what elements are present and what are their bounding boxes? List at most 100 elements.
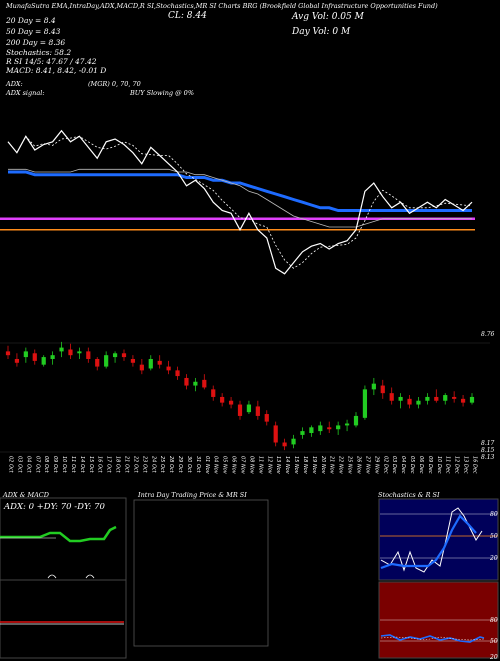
macd-panel xyxy=(0,579,127,659)
candle-up xyxy=(291,438,296,445)
candle-down xyxy=(130,358,136,363)
stochastics-rsi-title: Stochastics & R SI xyxy=(378,491,440,499)
mrsi-line xyxy=(380,636,485,641)
date-tick-label: 08 Oct xyxy=(43,456,49,474)
date-tick-label: 02 Dec xyxy=(382,456,388,474)
candle-down xyxy=(380,385,385,394)
candle-up xyxy=(336,425,341,430)
candle-up xyxy=(59,347,64,352)
date-tick-label: 11 Oct xyxy=(70,456,76,474)
adx-macd-title: ADX & MACD xyxy=(3,491,49,499)
ema-chart xyxy=(0,129,475,275)
date-tick-label: 06 Dec xyxy=(418,456,424,474)
candle-up xyxy=(443,395,448,401)
date-tick-label: 31 Oct xyxy=(195,456,201,474)
candle-up xyxy=(318,425,323,432)
candlestick-chart: 02 Oct 03 Oct 04 Oct 07 Oct 08 Oct 09 Oct 10 O… xyxy=(0,341,490,475)
rsi-label: R SI 14/5: 47.67 / 47.42 xyxy=(6,57,97,66)
candle-up xyxy=(50,355,55,359)
rsi-tick-20: 20 xyxy=(490,654,498,661)
candle-down xyxy=(95,358,100,367)
date-tick-label: 06 Nov xyxy=(231,456,237,475)
candle-up xyxy=(309,427,314,434)
date-tick-label: 25 Nov xyxy=(347,456,353,475)
candle-up xyxy=(148,358,153,369)
candle-down xyxy=(157,360,162,365)
date-tick-label: 05 Nov xyxy=(222,456,228,475)
date-tick-label: 29 Oct xyxy=(177,456,183,474)
date-tick-label: 21 Nov xyxy=(329,456,335,475)
candle-down xyxy=(211,389,216,397)
price-axis-bottom-2: 8.15 xyxy=(481,447,495,454)
stoch-tick-80: 80 xyxy=(490,511,498,518)
candle-down xyxy=(452,396,457,399)
close-price-label: CL: 8.44 xyxy=(168,11,207,21)
candle-up xyxy=(23,351,28,358)
price-axis-bottom-3: 8.13 xyxy=(481,454,495,461)
price-axis-top: 8.76 xyxy=(481,331,495,338)
adx-label: ADX: xyxy=(6,80,23,88)
candle-down xyxy=(460,398,466,403)
date-tick-label: 27 Nov xyxy=(364,456,370,475)
ema20-line xyxy=(8,168,472,228)
candle-down xyxy=(407,398,412,405)
stochastic-overlay-line xyxy=(7,135,473,269)
date-tick-label: 25 Oct xyxy=(159,456,165,474)
mgr-label: (MGR) 0, 70, 70 xyxy=(88,80,141,88)
date-tick-label: 03 Oct xyxy=(16,456,22,474)
candle-down xyxy=(121,353,127,358)
price-axis-bottom-1: 8.17 xyxy=(481,440,495,447)
date-tick-label: 14 Oct xyxy=(79,456,85,474)
day-volume-label: Day Vol: 0 M xyxy=(292,27,351,37)
candle-up xyxy=(353,415,359,426)
date-tick-label: 03 Dec xyxy=(391,456,397,474)
candle-up xyxy=(344,423,350,426)
candle-down xyxy=(202,379,207,388)
date-tick-label: 15 Nov xyxy=(293,456,299,475)
candle-down xyxy=(32,353,37,361)
intraday-panel xyxy=(133,499,269,647)
date-tick-label: 24 Oct xyxy=(150,456,156,474)
adx-values-label: ADX: 0 +DY: 70 -DY: 70 xyxy=(4,502,105,512)
macd-arc xyxy=(85,574,95,579)
date-tick-label: 04 Dec xyxy=(400,456,406,474)
date-tick-label: 01 Nov xyxy=(204,456,210,475)
ema50-label: 50 Day = 8.43 xyxy=(6,27,61,36)
date-tick-label: 04 Oct xyxy=(25,456,31,474)
date-tick-label: 16 Dec xyxy=(472,456,478,474)
candle-up xyxy=(77,351,82,354)
candle-up xyxy=(41,357,46,365)
date-tick-label: 11 Dec xyxy=(445,456,451,474)
candle-down xyxy=(327,427,332,430)
date-tick-label: 10 Oct xyxy=(61,456,67,474)
chart-title-fragment: MunafaSutra EMA,IntraDay,ADX,MACD,R SI,S… xyxy=(6,2,438,10)
stoch-tick-50: 50 xyxy=(490,533,498,540)
candle-down xyxy=(5,351,11,356)
date-tick-label: 18 Oct xyxy=(115,456,121,474)
date-tick-label: 18 Nov xyxy=(302,456,308,475)
candle-up xyxy=(371,383,376,390)
candle-down xyxy=(14,358,20,363)
date-tick-label: 13 Dec xyxy=(463,456,469,474)
date-tick-label: 09 Dec xyxy=(427,456,433,474)
candle-down xyxy=(434,396,439,401)
candle-up xyxy=(300,431,305,435)
date-tick-label: 30 Oct xyxy=(186,456,192,474)
date-tick-label: 09 Oct xyxy=(52,456,58,474)
candle-up xyxy=(469,396,475,403)
date-tick-label: 22 Nov xyxy=(338,456,344,475)
date-tick-label: 21 Oct xyxy=(124,456,130,474)
candle-down xyxy=(273,425,278,443)
date-tick-label: 14 Nov xyxy=(284,456,290,475)
candle-down xyxy=(389,393,394,401)
date-tick-label: 11 Nov xyxy=(257,456,263,475)
stochastics-panel xyxy=(378,498,499,581)
intraday-title: Intra Day Trading Price & MR SI xyxy=(138,491,247,499)
avg-volume-label: Avg Vol: 0.05 M xyxy=(292,12,364,22)
candle-up xyxy=(398,396,403,401)
candle-down xyxy=(184,377,189,386)
candle-down xyxy=(175,370,180,377)
candle-down xyxy=(166,366,171,371)
candle-up xyxy=(193,381,198,386)
adx-line xyxy=(0,525,117,543)
